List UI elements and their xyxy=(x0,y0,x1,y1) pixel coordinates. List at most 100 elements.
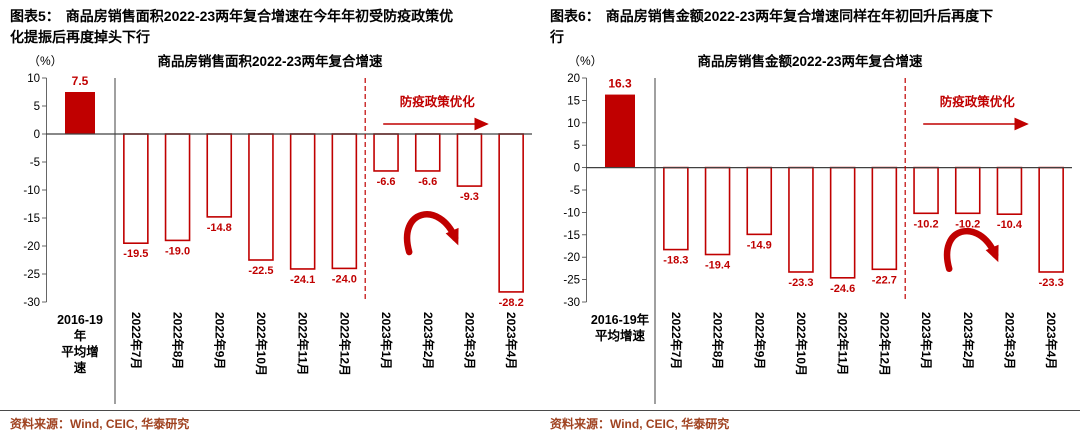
month-bar xyxy=(456,133,483,187)
bar-value-label: -10.4 xyxy=(997,219,1023,231)
bar-value-label: -22.7 xyxy=(872,274,897,286)
bar-value-label: -28.2 xyxy=(499,297,524,309)
x-axis-category-label: 2022年7月 xyxy=(129,312,144,369)
y-axis-tick-label: -30 xyxy=(563,297,580,309)
x-axis-category-label: 2023年1月 xyxy=(919,312,934,369)
x-axis-category-label: 2022年10月 xyxy=(254,312,269,376)
x-axis-category-label: 2022年7月 xyxy=(669,312,684,369)
y-axis-tick-label: -15 xyxy=(23,213,40,225)
source-note-left: 资料来源：Wind, CEIC, 华泰研究 xyxy=(10,416,190,431)
bar-value-label: -19.5 xyxy=(123,248,148,260)
bar-value-label: -24.0 xyxy=(332,273,357,285)
y-axis-tick-label: -20 xyxy=(23,241,40,253)
month-bar xyxy=(954,166,981,215)
y-axis-tick-label: 5 xyxy=(34,101,40,113)
chart-title-row: （%） 商品房销售面积2022-23两年复合增速 xyxy=(0,50,540,70)
average-bar xyxy=(605,94,635,168)
bar-value-label: -19.4 xyxy=(705,260,731,272)
bar-value-label: -22.5 xyxy=(248,265,273,277)
figure-caption-left: 图表5： 商品房销售面积2022-23两年复合增速在今年年初受防疫政策优化提振后再… xyxy=(0,0,540,50)
avg-category-label: 速 xyxy=(74,360,87,375)
x-axis-category-label: 2023年3月 xyxy=(1002,312,1017,369)
y-axis-tick-label: -20 xyxy=(563,252,580,264)
bar-value-label: -14.8 xyxy=(207,222,232,234)
y-axis-tick-label: 10 xyxy=(27,73,40,85)
x-axis-category-label: 2022年12月 xyxy=(337,312,352,376)
x-axis-category-label: 2023年2月 xyxy=(421,312,436,369)
bar-value-label: -24.6 xyxy=(830,283,855,295)
figure-caption-text: 商品房销售金额2022-23两年复合增速同样在年初回升后再度下行 xyxy=(550,8,994,45)
y-axis-tick-label: -5 xyxy=(30,157,40,169)
bar-value-label: -6.6 xyxy=(377,176,396,188)
x-axis-category-label: 2022年11月 xyxy=(836,312,851,375)
figure-number: 图表6： xyxy=(550,8,600,24)
y-axis-tick-label: -30 xyxy=(23,297,40,309)
avg-category-label: 平均增 xyxy=(61,344,99,359)
y-axis-tick-label: -10 xyxy=(563,207,580,219)
y-axis-tick-label: 0 xyxy=(574,163,580,175)
bar-value-label: -14.9 xyxy=(747,239,772,251)
month-bar xyxy=(498,133,524,293)
month-bar xyxy=(1038,166,1064,273)
figure-caption-right: 图表6： 商品房销售金额2022-23两年复合增速同样在年初回升后再度下行 xyxy=(540,0,1080,50)
figure-footer: 资料来源：Wind, CEIC, 华泰研究 资料来源：Wind, CEIC, 华… xyxy=(0,410,1080,435)
y-axis-tick-label: 15 xyxy=(567,95,580,107)
figure-caption-wrap: 图表5： 商品房销售面积2022-23两年复合增速在今年年初受防疫政策优化提振后再… xyxy=(10,6,456,48)
bar-value-label: -23.3 xyxy=(1039,277,1064,289)
chart-title: 商品房销售面积2022-23两年复合增速 xyxy=(157,54,383,69)
y-axis-tick-label: 20 xyxy=(567,73,580,85)
trend-reversal-arrow xyxy=(404,211,459,256)
y-axis-unit-label: （%） xyxy=(28,54,63,68)
bar-value-label: -19.0 xyxy=(165,245,190,257)
x-axis-category-label: 2023年4月 xyxy=(504,312,519,369)
month-bar xyxy=(164,133,191,242)
month-bar xyxy=(704,166,731,256)
chart-panels-row: 图表5： 商品房销售面积2022-23两年复合增速在今年年初受防疫政策优化提振后再… xyxy=(0,0,1080,410)
x-axis-category-label: 2022年8月 xyxy=(171,312,186,369)
month-bar xyxy=(746,166,773,236)
x-axis-category-label: 2022年10月 xyxy=(794,312,809,376)
figure-caption-text: 商品房销售面积2022-23两年复合增速在今年年初受防疫政策优化提振后再度掉头下… xyxy=(10,8,454,45)
month-bar xyxy=(206,133,233,218)
bar-value-label: -10.2 xyxy=(955,218,980,230)
month-bar xyxy=(913,166,939,215)
bar-value-label: -23.3 xyxy=(788,277,813,289)
y-axis-tick-label: 10 xyxy=(567,118,580,130)
chart-title: 商品房销售金额2022-23两年复合增速 xyxy=(697,54,923,69)
x-axis-category-label: 2022年11月 xyxy=(296,312,311,375)
y-axis-tick-label: -15 xyxy=(563,230,580,242)
month-bar xyxy=(123,133,149,244)
average-bar-value-label: 16.3 xyxy=(608,77,632,91)
bar-chart: 20 15 10 5 0 -5 -10 -15 -20 -25 -30 16.3 2016-19年平均增… xyxy=(563,73,1072,404)
y-axis-tick-label: 5 xyxy=(574,140,580,152)
average-bar-value-label: 7.5 xyxy=(72,74,89,88)
month-bar xyxy=(663,166,689,251)
x-axis-category-label: 2022年12月 xyxy=(877,312,892,376)
x-axis-category-label: 2023年3月 xyxy=(462,312,477,369)
chart-panel-left: 图表5： 商品房销售面积2022-23两年复合增速在今年年初受防疫政策优化提振后再… xyxy=(0,0,540,410)
y-axis-unit-label: （%） xyxy=(568,54,603,68)
bar-value-label: -18.3 xyxy=(663,255,688,267)
month-bar xyxy=(331,133,358,270)
month-bar xyxy=(871,166,898,271)
bar-value-label: -24.1 xyxy=(290,274,315,286)
month-bar xyxy=(829,166,856,279)
policy-annotation-label: 防疫政策优化 xyxy=(400,94,476,109)
trend-reversal-arrow xyxy=(944,227,999,273)
x-axis-category-label: 2022年9月 xyxy=(212,312,227,369)
y-axis-tick-label: 0 xyxy=(34,129,40,141)
y-axis-tick-label: -5 xyxy=(570,185,580,197)
month-bar xyxy=(248,133,274,261)
y-axis-tick-label: -25 xyxy=(23,269,40,281)
figure-caption-wrap: 图表6： 商品房销售金额2022-23两年复合增速同样在年初回升后再度下行 xyxy=(550,6,996,48)
source-note-right: 资料来源：Wind, CEIC, 华泰研究 xyxy=(550,416,730,431)
month-bar xyxy=(373,133,399,172)
figure-number: 图表5： xyxy=(10,8,60,24)
avg-category-label: 2016-19 xyxy=(57,313,103,327)
month-bar xyxy=(996,166,1023,215)
x-axis-category-label: 2023年4月 xyxy=(1044,312,1059,369)
month-bar xyxy=(788,166,814,273)
x-axis-category-label: 2023年2月 xyxy=(961,312,976,369)
